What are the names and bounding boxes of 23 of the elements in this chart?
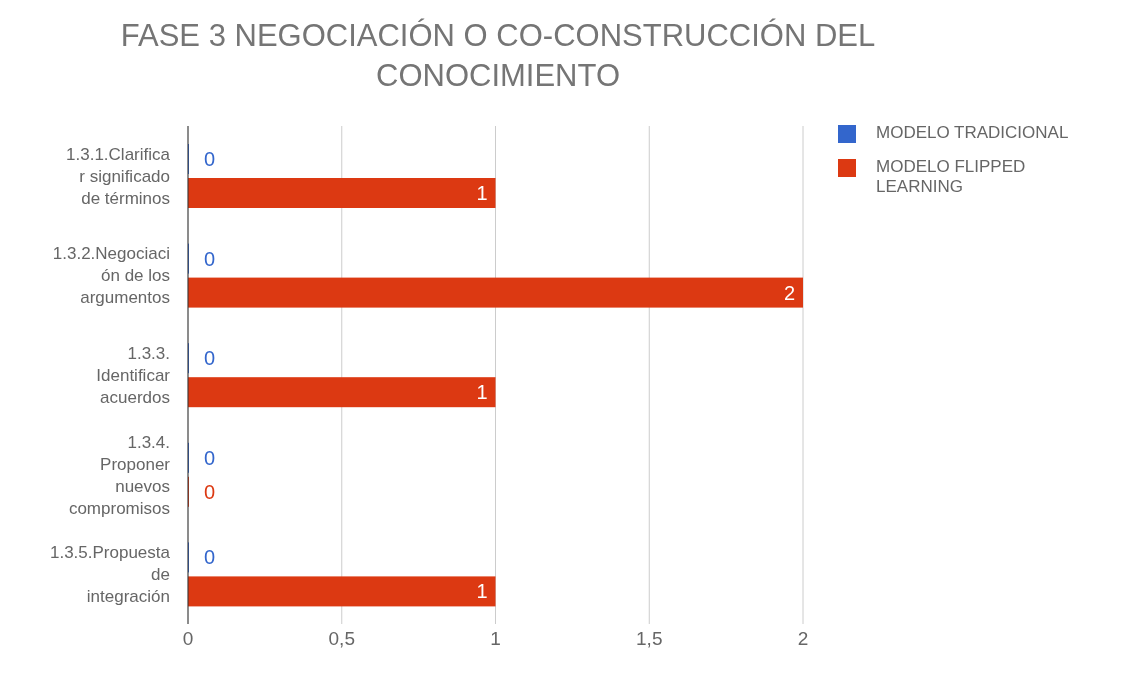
data-label: 0 (204, 347, 216, 370)
y-tick-label: 1.3.2.Negociación de los argumentos (52, 244, 170, 308)
data-label: 0 (204, 446, 216, 469)
data-label: 1 (476, 381, 488, 404)
x-tick-label: 2 (797, 628, 809, 650)
x-tick-label: 0,5 (328, 628, 355, 650)
data-label: 0 (204, 247, 216, 270)
x-tick-label: 1 (490, 628, 501, 650)
data-label: 1 (476, 580, 488, 603)
data-label: 0 (204, 480, 216, 503)
data-label: 1 (476, 182, 488, 204)
x-tick-label: 0 (182, 628, 194, 650)
data-label: 0 (204, 546, 216, 569)
legend-label: MODELO TRADICIONAL (876, 123, 1070, 143)
y-tick-label: 1.3.5.Propuesta de integración (49, 543, 171, 607)
data-label: 0 (204, 148, 216, 170)
x-tick-label: 1,5 (636, 628, 663, 650)
y-tick-label: 1.3.3. Identificar acuerdos (96, 344, 171, 407)
legend-label: MODELO FLIPPED LEARNING (876, 157, 1027, 197)
y-tick-label: 1.3.1.Clarificar significado de términos (66, 144, 171, 208)
y-tick-label: 1.3.4. Proponer nuevos compromisos (68, 432, 171, 518)
chart-title: FASE 3 NEGOCIACIÓN O CO-CONSTRUCCIÓN DEL CONOCIMIENTO (119, 17, 877, 95)
data-label: 2 (783, 281, 795, 304)
